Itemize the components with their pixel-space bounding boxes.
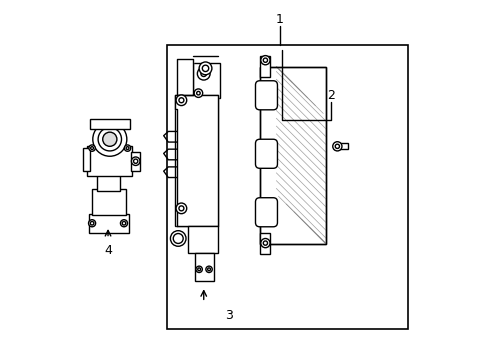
FancyBboxPatch shape (255, 198, 277, 227)
Bar (260, 56, 270, 77)
Bar (260, 67, 325, 244)
Circle shape (263, 58, 267, 62)
Circle shape (176, 95, 186, 105)
Text: 3: 3 (224, 309, 232, 322)
FancyBboxPatch shape (255, 139, 277, 168)
Circle shape (98, 127, 121, 151)
Bar (195, 253, 214, 281)
Bar (83, 148, 89, 171)
Circle shape (179, 206, 183, 211)
Polygon shape (175, 59, 218, 226)
Circle shape (120, 220, 127, 227)
Circle shape (173, 234, 183, 243)
Circle shape (93, 122, 126, 156)
Bar (333, 144, 347, 149)
Bar (97, 175, 120, 191)
Circle shape (197, 268, 200, 271)
Bar (200, 95, 218, 226)
Circle shape (199, 62, 211, 75)
Circle shape (90, 147, 93, 149)
Circle shape (197, 67, 210, 80)
Circle shape (122, 221, 125, 225)
Circle shape (196, 266, 202, 273)
Circle shape (263, 241, 267, 245)
Circle shape (194, 89, 202, 98)
Bar (193, 63, 219, 99)
Bar (260, 67, 325, 244)
Circle shape (196, 91, 200, 95)
Text: 4: 4 (104, 244, 112, 257)
Circle shape (170, 231, 185, 246)
Text: 1: 1 (275, 13, 284, 26)
Bar (175, 95, 202, 226)
Circle shape (89, 145, 95, 151)
Circle shape (126, 147, 129, 149)
Circle shape (88, 220, 96, 227)
Circle shape (260, 55, 269, 65)
Circle shape (176, 203, 186, 214)
Bar (88, 214, 129, 233)
Bar (89, 119, 130, 129)
Circle shape (90, 221, 94, 225)
Bar (131, 152, 140, 171)
Circle shape (201, 71, 206, 77)
Circle shape (335, 144, 339, 148)
Circle shape (102, 132, 117, 146)
Circle shape (124, 145, 130, 151)
Circle shape (131, 157, 140, 166)
Circle shape (179, 98, 183, 103)
Bar (260, 233, 270, 255)
Bar (187, 226, 218, 253)
Circle shape (133, 159, 138, 163)
Bar (87, 146, 132, 176)
Text: 2: 2 (327, 89, 335, 102)
Circle shape (332, 142, 341, 151)
Bar (92, 189, 125, 215)
Circle shape (205, 266, 212, 273)
Circle shape (207, 268, 210, 271)
Circle shape (260, 238, 269, 248)
FancyBboxPatch shape (255, 81, 277, 110)
Bar (166, 45, 407, 329)
Circle shape (202, 65, 208, 72)
